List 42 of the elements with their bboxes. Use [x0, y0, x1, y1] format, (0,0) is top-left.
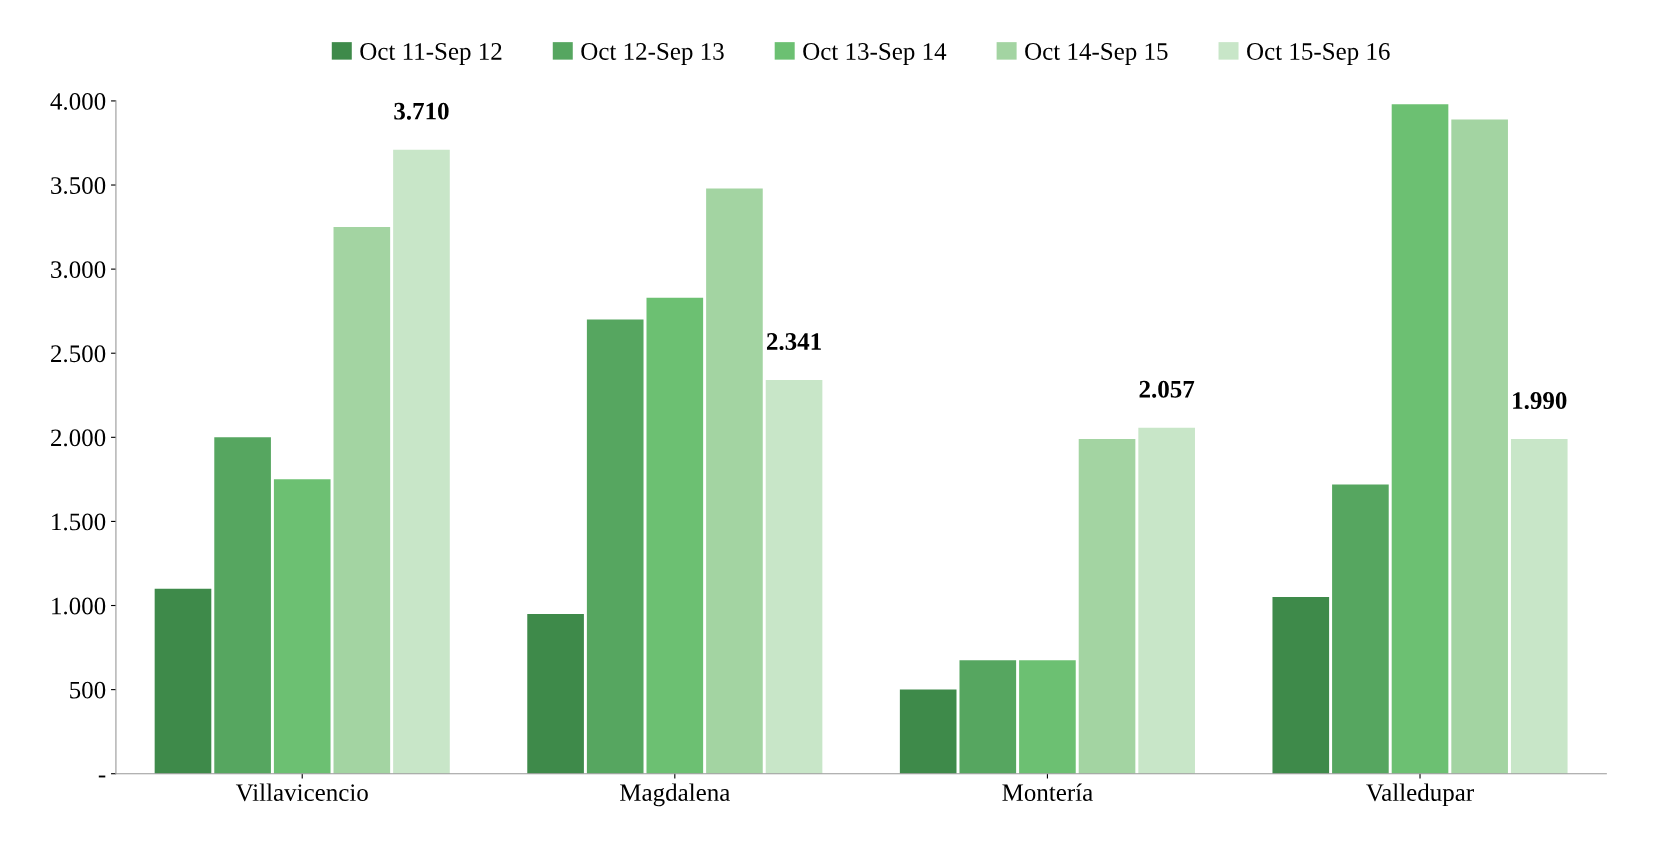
- bar: [154, 588, 212, 774]
- data-label: 2.057: [1139, 380, 1195, 398]
- y-tick-label: -: [98, 775, 106, 778]
- y-tick-label: 1.500: [52, 513, 106, 531]
- y-tick-label: 3.500: [51, 177, 106, 195]
- data-label: 2.341: [766, 333, 821, 350]
- legend-label: Oct 12-Sep 13: [581, 43, 724, 65]
- bar: [899, 689, 957, 774]
- bar: [1451, 119, 1508, 774]
- bar: [393, 149, 450, 774]
- bar: [1332, 484, 1389, 774]
- bar: [959, 660, 1017, 774]
- x-tick-label: Montería: [1002, 783, 1093, 802]
- bar: [1391, 104, 1449, 774]
- data-label: 3.710: [394, 102, 449, 120]
- legend-label: Oct 11-Sep 12: [360, 43, 502, 65]
- y-tick-label: 1.000: [52, 597, 106, 615]
- bar: [586, 319, 644, 774]
- legend-label: Oct 15-Sep 16: [1247, 43, 1390, 65]
- bar: [214, 437, 271, 774]
- bar: [1019, 660, 1076, 774]
- y-tick-label: 4.000: [50, 92, 106, 110]
- data-label: 1.990: [1513, 392, 1567, 410]
- bar: [765, 379, 823, 774]
- bar: [1272, 597, 1330, 774]
- bar: [333, 227, 391, 774]
- y-tick-label: 2.000: [51, 429, 106, 447]
- y-tick-label: 2.500: [51, 345, 106, 363]
- legend-label: Oct 13-Sep 14: [803, 43, 947, 65]
- bar: [1510, 439, 1568, 774]
- bar: [527, 613, 584, 774]
- legend-label: Oct 14-Sep 15: [1025, 43, 1168, 65]
- bar: [1138, 427, 1195, 774]
- x-tick-label: Valledupar: [1366, 783, 1474, 807]
- bar: [273, 479, 331, 774]
- bar: [1078, 439, 1136, 774]
- y-tick-label: 3.000: [51, 261, 106, 279]
- x-tick-label: Magdalena: [620, 783, 730, 807]
- bar: [706, 188, 763, 774]
- bar: [646, 297, 704, 774]
- y-tick-label: 500: [70, 681, 106, 699]
- x-tick-label: Villavicencio: [235, 783, 368, 802]
